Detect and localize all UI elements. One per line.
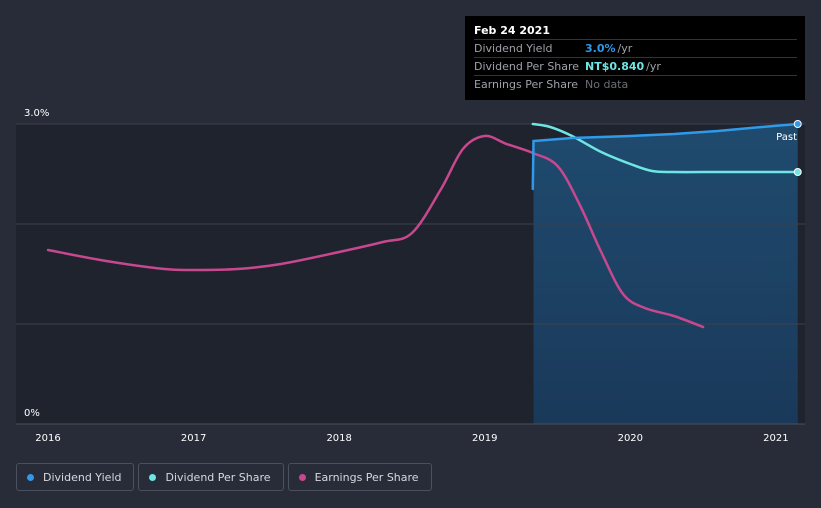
tooltip-row-earnings-per-share: Earnings Per Share No data — [474, 75, 797, 93]
x-tick-label: 2018 — [326, 433, 351, 444]
tooltip-value: No data — [585, 78, 629, 91]
x-tick-label: 2016 — [35, 433, 60, 444]
legend: Dividend Yield Dividend Per Share Earnin… — [16, 463, 432, 491]
y-label-bottom: 0% — [24, 408, 40, 419]
gridlines — [16, 123, 805, 425]
earnings-per-share-line — [46, 134, 705, 329]
dividend-yield-line — [531, 122, 799, 191]
legend-label: Dividend Per Share — [165, 470, 271, 484]
legend-dividend-per-share[interactable]: Dividend Per Share — [138, 463, 284, 491]
tooltip-unit: /yr — [617, 42, 633, 55]
x-tick-label: 2017 — [181, 433, 206, 444]
dividend-per-share-line — [531, 122, 799, 174]
x-axis-ticks: 2016 2017 2018 2019 2020 2021 — [35, 433, 788, 444]
tooltip-label: Dividend Yield — [474, 42, 553, 55]
tooltip-row-dividend-yield: Dividend Yield 3.0% /yr — [474, 39, 797, 57]
x-tick-label: 2020 — [618, 433, 643, 444]
dot-icon — [149, 473, 157, 481]
legend-dividend-yield[interactable]: Dividend Yield — [16, 463, 135, 491]
dot-icon — [298, 473, 306, 481]
tooltip-unit: /yr — [646, 60, 661, 73]
tooltip-label: Earnings Per Share — [474, 78, 579, 91]
tooltip-row-dividend-per-share: Dividend Per Share NT$0.840 /yr — [474, 57, 797, 75]
tooltip: Feb 24 2021 Dividend Yield 3.0% /yr Divi… — [465, 16, 805, 100]
series-lines — [46, 120, 802, 329]
legend-earnings-per-share[interactable]: Earnings Per Share — [287, 463, 432, 491]
y-label-top: 3.0% — [24, 108, 49, 119]
past-label: Past — [776, 132, 797, 143]
dividend-yield-end-marker — [793, 120, 802, 128]
tooltip-value: NT$0.840 — [585, 60, 645, 73]
dividend-yield-fill — [533, 124, 798, 424]
dividend-per-share-end-marker — [793, 168, 802, 176]
dot-icon — [27, 473, 34, 481]
tooltip-date: Feb 24 2021 — [474, 24, 550, 37]
tooltip-label: Dividend Per Share — [474, 60, 580, 73]
x-tick-label: 2021 — [763, 433, 788, 444]
legend-label: Dividend Yield — [43, 470, 122, 484]
x-tick-label: 2019 — [472, 433, 497, 444]
legend-label: Earnings Per Share — [314, 470, 419, 484]
tooltip-value: 3.0% — [585, 42, 616, 55]
